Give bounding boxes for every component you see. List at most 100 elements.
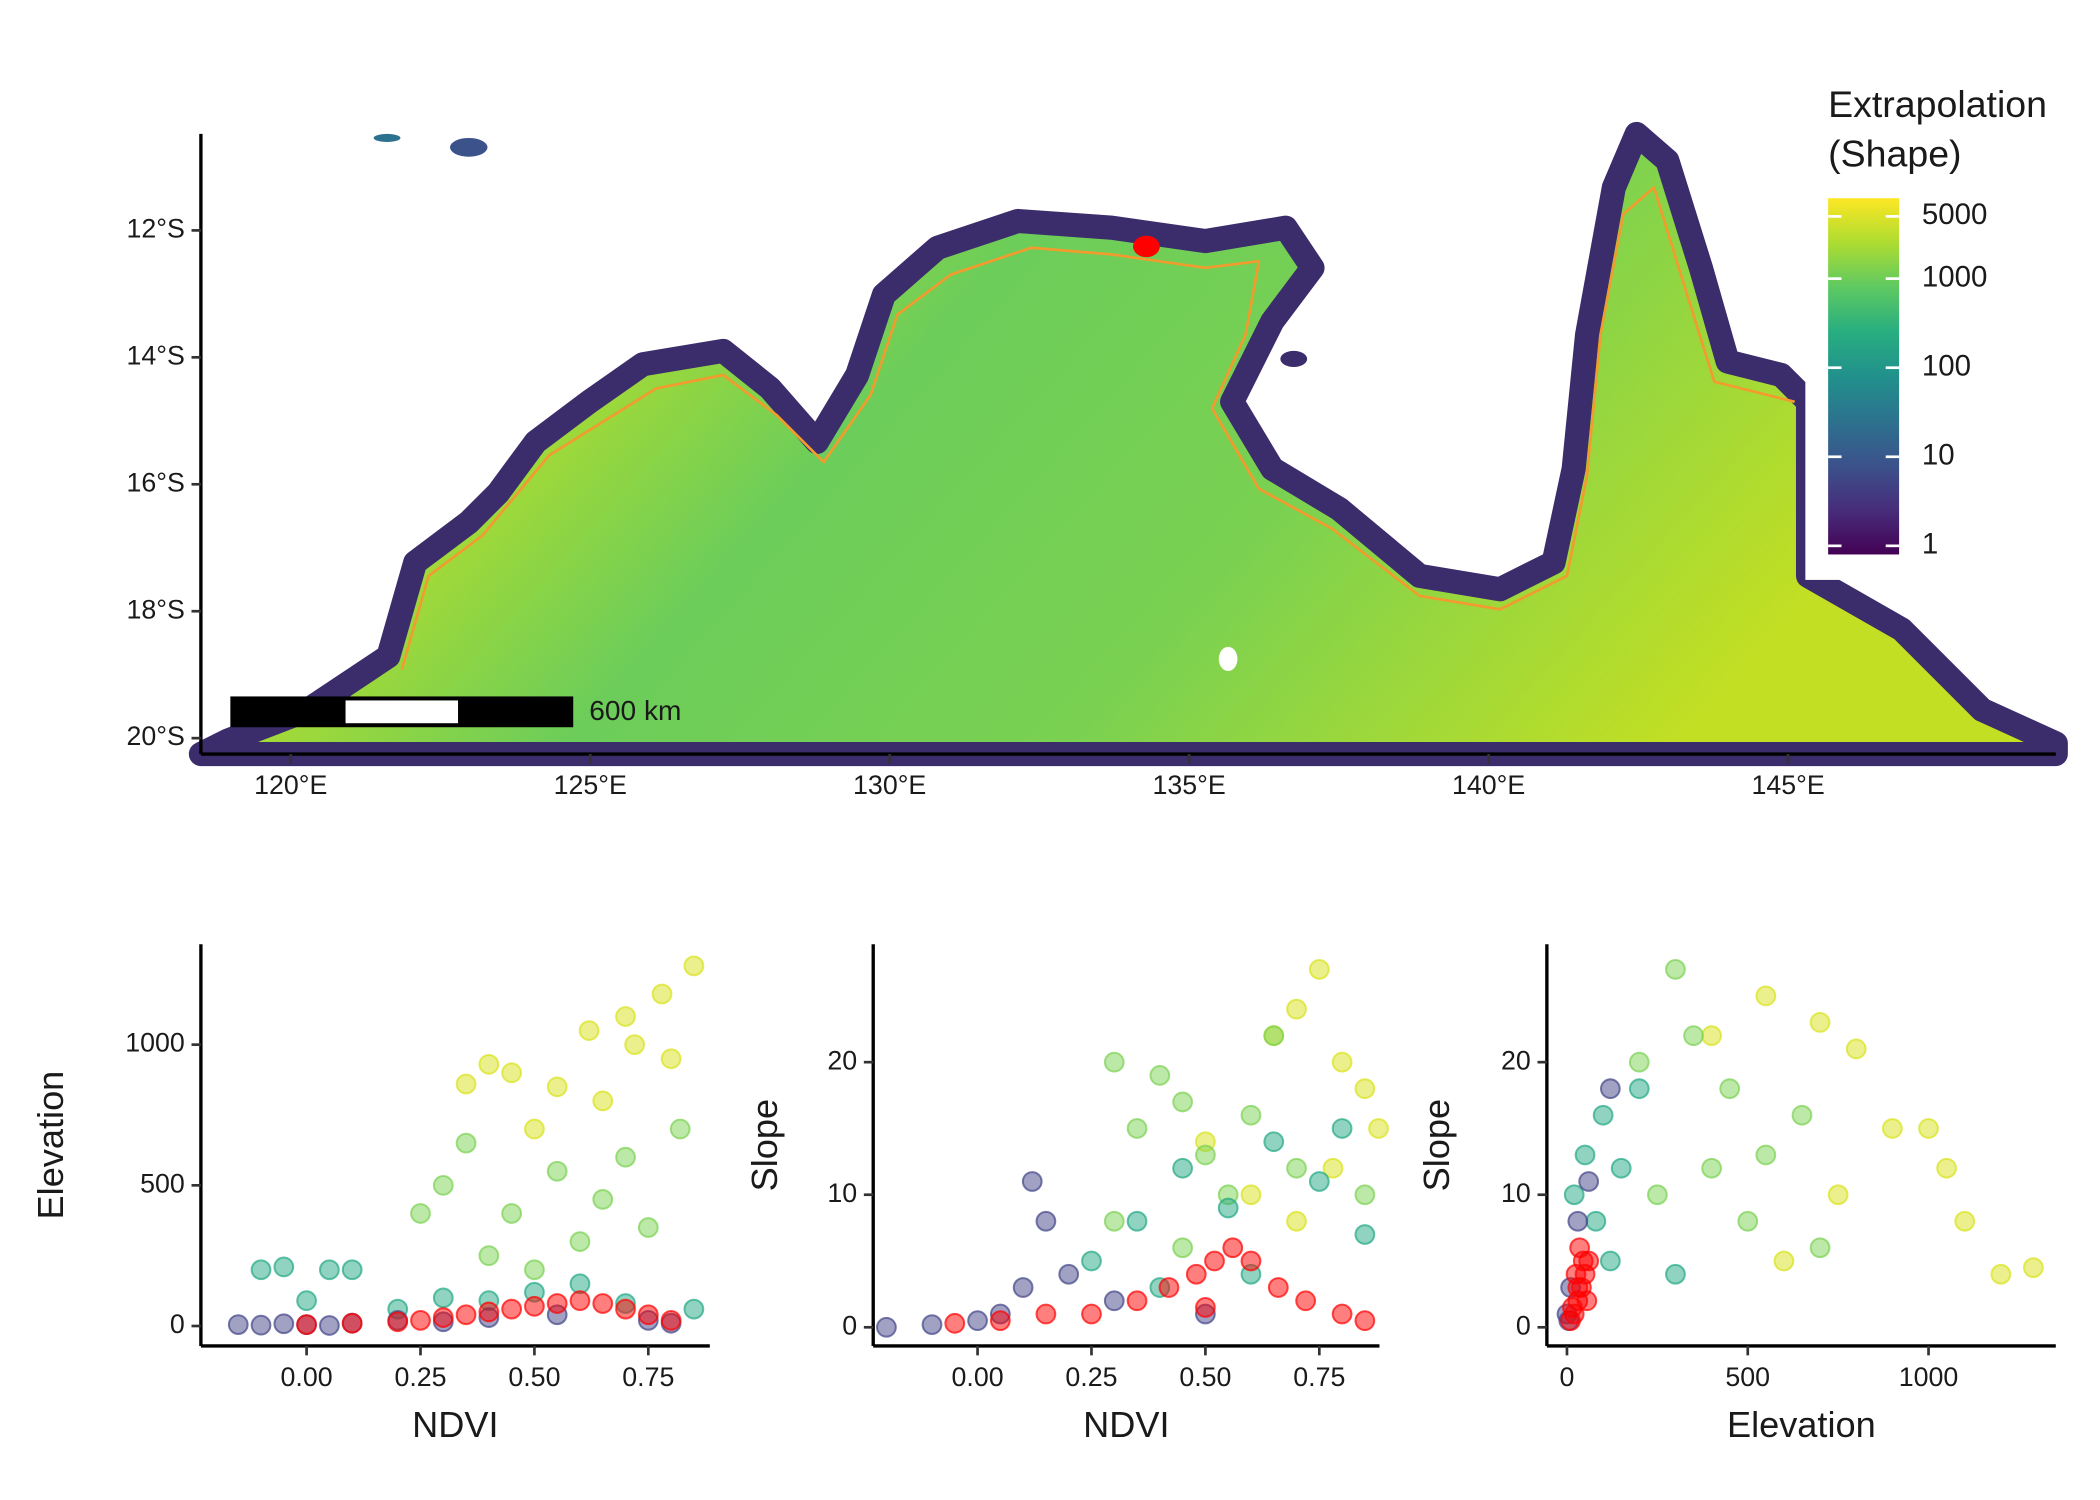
- point: [1628, 1078, 1650, 1100]
- x-tick-label: 500: [1725, 1362, 1770, 1392]
- y-tick-label: 0: [842, 1310, 857, 1340]
- point: [524, 1295, 545, 1317]
- point: [1103, 1210, 1125, 1232]
- point: [1628, 1051, 1650, 1073]
- point: [1126, 1118, 1148, 1139]
- x-tick-label: 130°E: [853, 770, 926, 800]
- point: [615, 1146, 636, 1168]
- point: [410, 1203, 431, 1224]
- point: [637, 1217, 659, 1238]
- colorbar-label: 1000: [1922, 260, 1988, 293]
- y-tick-label: 18°S: [126, 594, 184, 624]
- point: [296, 1290, 317, 1312]
- point: [569, 1231, 591, 1252]
- y-tick-label: 0: [170, 1309, 185, 1339]
- point: [1563, 1184, 1585, 1206]
- training-area: [1133, 235, 1160, 258]
- point: [1354, 1224, 1376, 1245]
- point: [1592, 1104, 1614, 1126]
- point: [318, 1259, 340, 1281]
- point: [1331, 1303, 1353, 1325]
- land: [188, 121, 2068, 767]
- point: [1665, 1263, 1686, 1285]
- point: [432, 1174, 454, 1196]
- point: [1267, 1277, 1289, 1298]
- y-axis-title: Elevation: [30, 1071, 71, 1220]
- point: [1263, 1025, 1285, 1047]
- point: [615, 1298, 636, 1320]
- point: [1035, 1210, 1057, 1232]
- y-tick-label: 16°S: [126, 467, 184, 497]
- x-tick-label: 0.25: [1065, 1362, 1117, 1392]
- point: [1240, 1104, 1262, 1126]
- point: [2023, 1257, 2044, 1279]
- point: [1354, 1078, 1376, 1100]
- point: [1791, 1104, 1813, 1126]
- point: [250, 1314, 272, 1336]
- point: [1599, 1250, 1621, 1272]
- legend-title: (Shape): [1828, 133, 1961, 175]
- point: [1308, 1171, 1330, 1192]
- point: [1286, 998, 1307, 1020]
- point: [615, 1006, 636, 1027]
- x-tick-label: 120°E: [254, 770, 327, 800]
- map-land: [188, 121, 2068, 767]
- y-tick-label: 20: [1501, 1045, 1531, 1075]
- point: [1354, 1310, 1376, 1332]
- point: [1755, 1144, 1777, 1166]
- point: [1990, 1263, 2012, 1285]
- colorbar-label: 1: [1922, 528, 1938, 561]
- point: [1809, 1012, 1831, 1033]
- point: [1035, 1303, 1057, 1325]
- colorbar-label: 10: [1922, 439, 1955, 472]
- x-tick-label: 135°E: [1153, 770, 1226, 800]
- point: [1295, 1290, 1317, 1312]
- point: [1845, 1038, 1867, 1060]
- y-tick-label: 10: [827, 1178, 857, 1208]
- point: [1936, 1157, 1957, 1179]
- point: [1567, 1277, 1589, 1298]
- island: [373, 133, 401, 142]
- point: [1058, 1263, 1080, 1285]
- point: [1217, 1197, 1239, 1219]
- x-tick-label: 0.00: [952, 1362, 1004, 1392]
- point: [1322, 1157, 1344, 1179]
- point: [546, 1293, 568, 1314]
- point: [1773, 1250, 1795, 1272]
- point: [1918, 1118, 1939, 1139]
- point: [1240, 1184, 1262, 1206]
- point: [273, 1313, 295, 1335]
- x-tick-label: 0.25: [394, 1362, 446, 1392]
- point: [250, 1259, 272, 1281]
- island: [450, 137, 488, 157]
- point: [524, 1259, 545, 1281]
- island: [1280, 350, 1308, 367]
- point: [1158, 1277, 1180, 1298]
- point: [1331, 1118, 1353, 1139]
- point: [1081, 1250, 1102, 1272]
- point: [1172, 1091, 1193, 1113]
- x-tick-label: 1000: [1899, 1362, 1959, 1392]
- point: [1286, 1157, 1307, 1179]
- point: [1665, 959, 1686, 980]
- point: [1185, 1263, 1207, 1285]
- point: [1126, 1290, 1148, 1312]
- colorbar: [1828, 198, 1900, 555]
- scale-bar-label: 600 km: [589, 695, 681, 726]
- y-tick-label: 0: [1516, 1310, 1531, 1340]
- point: [1755, 985, 1777, 1007]
- point: [1149, 1065, 1171, 1086]
- x-tick-label: 0.50: [1179, 1362, 1231, 1392]
- point: [1599, 1078, 1621, 1100]
- lake: [1218, 646, 1238, 671]
- point: [669, 1118, 691, 1140]
- point: [967, 1310, 988, 1332]
- point: [578, 1020, 600, 1041]
- y-tick-label: 1000: [125, 1028, 185, 1058]
- point: [1827, 1184, 1849, 1206]
- point: [944, 1312, 966, 1334]
- x-tick-label: 140°E: [1452, 770, 1525, 800]
- point: [1263, 1131, 1285, 1153]
- point: [660, 1309, 682, 1331]
